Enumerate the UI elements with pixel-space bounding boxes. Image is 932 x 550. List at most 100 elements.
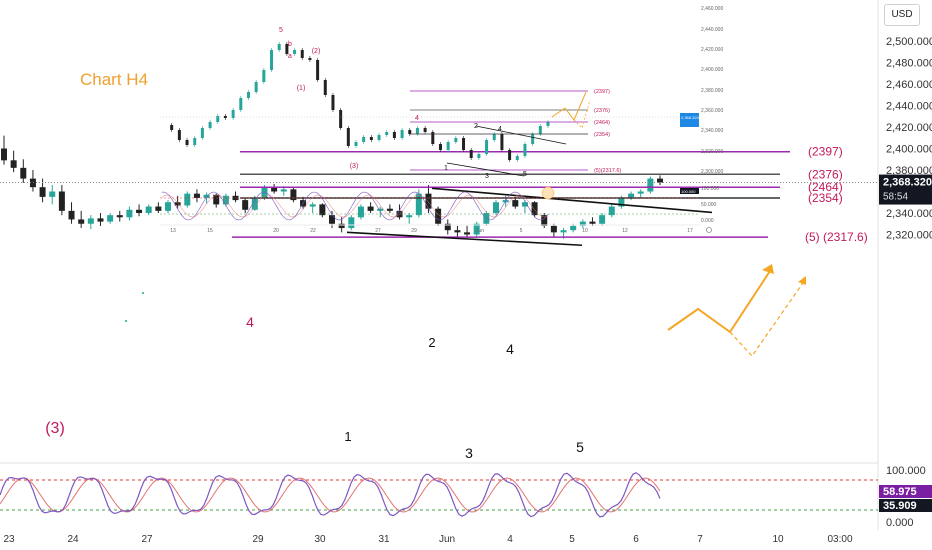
- inset-candle-body: [339, 110, 343, 128]
- inset-wave-label: 2: [474, 123, 478, 130]
- candle-body: [599, 215, 606, 224]
- candle-body: [10, 160, 17, 168]
- time-tick-label: 29: [252, 534, 264, 545]
- projection-path-solid: [667, 267, 773, 334]
- time-tick-label: 24: [67, 534, 79, 545]
- chart-subtitle: Chart H4: [80, 70, 149, 89]
- inset-candle-body: [415, 128, 419, 134]
- inset-time-tick: 27: [375, 228, 381, 234]
- candle-body: [20, 167, 27, 179]
- inset-osc-tick: 100.000: [701, 186, 719, 192]
- inset-candle-body: [177, 130, 181, 140]
- candle-body: [126, 209, 133, 218]
- candle-body: [377, 208, 384, 211]
- price-tick-label: 2,340.000: [886, 208, 932, 220]
- candle-body: [136, 209, 143, 213]
- inset-candle-body: [200, 128, 204, 138]
- lower-trend-line: [346, 231, 583, 247]
- candle-body: [261, 187, 268, 198]
- inset-osc-tick: 0.000: [701, 218, 714, 224]
- inset-candle-body: [270, 50, 274, 70]
- candle-body: [657, 178, 663, 183]
- candle-body: [637, 191, 644, 194]
- candle-body: [473, 223, 480, 235]
- currency-button[interactable]: USD: [884, 4, 920, 26]
- candle-body: [454, 230, 461, 233]
- candle-body: [444, 223, 451, 231]
- level-label: (2397): [808, 145, 843, 159]
- inset-candle-body: [492, 134, 496, 140]
- candle-body: [647, 178, 654, 192]
- inset-level-label: (2354): [594, 132, 610, 138]
- inset-candle-body: [477, 154, 481, 158]
- candle-body: [589, 221, 596, 224]
- inset-wave-label: b: [288, 41, 292, 48]
- candle-body: [521, 202, 528, 207]
- candle-body: [97, 218, 104, 222]
- candle-body: [251, 197, 258, 210]
- inset-candle-body: [515, 156, 519, 160]
- inset-wave-label: 4: [498, 126, 502, 133]
- candle-body: [512, 200, 519, 207]
- inset-candle-body: [216, 116, 220, 122]
- wave-label: 3: [465, 445, 473, 461]
- candle-body: [280, 189, 287, 192]
- candle-body: [357, 206, 364, 218]
- gear-icon: [706, 227, 712, 233]
- inset-candle-body: [362, 137, 366, 142]
- candle-body: [78, 219, 85, 224]
- inset-candle-body: [546, 122, 550, 126]
- candle-body: [232, 195, 239, 201]
- projection-dashed-arrow-head: [798, 276, 806, 285]
- inset-candle-body: [469, 150, 473, 158]
- inset-time-tick: 22: [310, 228, 316, 234]
- inset-candle-body: [354, 142, 358, 146]
- price-tick-label: 2,480.000: [886, 58, 932, 70]
- inset-osc-tick: 50.000: [701, 202, 717, 208]
- inset-candle-body: [392, 132, 396, 138]
- candle-body: [271, 187, 278, 192]
- candle-body: [464, 232, 471, 235]
- candle-body: [550, 225, 557, 233]
- wave-label: 5: [576, 439, 584, 455]
- candle-body: [338, 223, 345, 229]
- candle-body: [608, 206, 615, 216]
- time-tick-label: 5: [569, 534, 575, 545]
- inset-candle-body: [462, 138, 466, 150]
- candle-body: [425, 193, 432, 209]
- inset-candle-body: [316, 60, 320, 80]
- candle-body: [570, 225, 577, 231]
- price-tick-label: 2,420.000: [886, 122, 932, 134]
- inset-time-tick: 15: [207, 228, 213, 234]
- inset-wave-label: (2): [312, 48, 321, 55]
- inset-candle-body: [323, 80, 327, 95]
- inset-wave-label: (1): [297, 85, 306, 92]
- price-tick-label: 2,460.000: [886, 79, 932, 91]
- candle-body: [531, 202, 538, 216]
- inset-wave-label: 3: [485, 173, 489, 180]
- inset-osc-tag-label: 100.000: [681, 189, 696, 194]
- level-label: (2376): [808, 167, 843, 181]
- inset-candle-body: [239, 98, 243, 110]
- inset-candle-body: [262, 70, 266, 82]
- inset-price-tick: 2,300.000: [701, 169, 723, 175]
- candle-body: [174, 202, 181, 206]
- inset-osc-tag: [680, 188, 699, 194]
- inset-candle-body: [485, 140, 489, 154]
- inset-candle-body: [193, 138, 197, 145]
- time-tick-label: 03:00: [827, 534, 852, 545]
- candle-body: [145, 206, 152, 213]
- candle-body: [367, 206, 374, 211]
- inset-candle-body: [423, 128, 427, 132]
- inset-osc-k: [161, 191, 549, 221]
- inset-candle-body: [523, 144, 527, 156]
- inset-candle-body: [331, 95, 335, 110]
- inset-time-tick: 10: [582, 228, 588, 234]
- inset-price-tick: 2,360.000: [701, 108, 723, 114]
- candle-body: [493, 202, 499, 213]
- candle-body: [87, 218, 94, 224]
- wave-label: 4: [506, 341, 514, 357]
- inset-level-label: (2376): [594, 108, 610, 114]
